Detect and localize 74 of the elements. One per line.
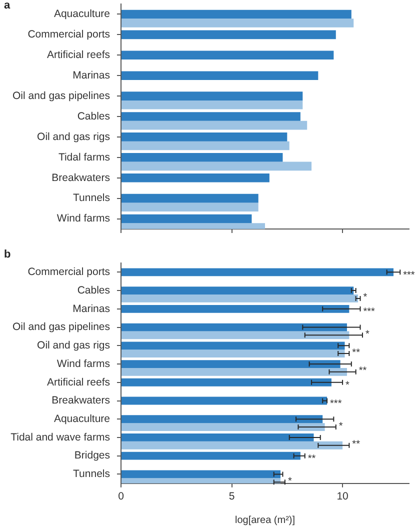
bar: [122, 120, 308, 130]
bar: [122, 100, 303, 110]
annotation: ***: [330, 398, 342, 410]
y-tick-label: Marinas: [72, 302, 110, 315]
y-tick-label: Artificial reefs: [46, 49, 110, 62]
bar: [122, 378, 332, 386]
y-tick-label: Oil and gas pipelines: [12, 321, 110, 334]
bar: [122, 141, 290, 150]
bar: [122, 10, 352, 19]
bar: [122, 304, 350, 313]
y-tick-label: Wind farms: [56, 358, 110, 370]
bar: [122, 153, 283, 162]
bar: [122, 71, 318, 80]
bar: [122, 173, 270, 182]
y-tick-label: Tunnels: [73, 192, 110, 204]
bar: [122, 50, 334, 60]
text: a: [4, 0, 11, 12]
annotation: *: [365, 328, 370, 340]
bar: [122, 423, 325, 431]
y-tick-label: Artificial reefs: [46, 376, 110, 388]
annotation: *: [346, 380, 350, 392]
bar: [122, 360, 340, 368]
bar: [122, 323, 347, 332]
annotation: ***: [403, 270, 415, 281]
bar: [122, 162, 312, 171]
bar: [122, 350, 345, 358]
y-tick-label: Wind farms: [56, 212, 110, 225]
y-tick-label: Aquaculture: [54, 413, 110, 426]
text: b: [4, 248, 11, 261]
annotation: **: [308, 454, 316, 465]
y-tick-label: Breakwaters: [52, 172, 110, 184]
y-tick-label: Cables: [77, 284, 110, 296]
y-tick-label: Tidal farms: [58, 151, 110, 164]
bar: [122, 92, 303, 100]
annotation: **: [358, 366, 367, 377]
y-tick-label: Tunnels: [73, 468, 110, 480]
annotation: ***: [363, 306, 376, 318]
annotation: *: [338, 420, 343, 432]
x-tick-label: 0: [118, 490, 124, 503]
x-tick-label: 5: [228, 490, 235, 503]
y-tick-label: Oil and gas rigs: [37, 130, 110, 143]
y-tick-label: Commercial ports: [28, 266, 110, 278]
bar: [122, 18, 354, 28]
bar: [122, 294, 358, 302]
annotation: **: [352, 439, 360, 450]
y-tick-label: Marinas: [72, 69, 110, 82]
bar: [122, 268, 394, 276]
bar: [122, 342, 345, 350]
annotation: *: [288, 476, 292, 487]
bar: [122, 396, 328, 405]
annotation: *: [363, 292, 368, 304]
bar: [122, 112, 300, 121]
bar: [122, 441, 343, 450]
y-tick-label: Breakwaters: [52, 394, 110, 407]
y-tick-label: Bridges: [74, 450, 110, 462]
bar: [122, 132, 288, 142]
y-tick-label: Oil and gas pipelines: [12, 90, 110, 102]
bar: [122, 452, 300, 460]
y-tick-label: Oil and gas rigs: [37, 340, 110, 352]
x-tick-label: 10: [336, 490, 349, 503]
x-axis-title: log[area (m²)]: [234, 514, 296, 526]
bar: [122, 30, 336, 40]
y-tick-label: Cables: [77, 110, 110, 122]
annotation: **: [352, 347, 360, 358]
bar: [122, 434, 314, 442]
y-tick-label: Commercial ports: [28, 28, 110, 41]
bar: [122, 331, 350, 340]
y-tick-label: Aquaculture: [54, 8, 110, 20]
bar: [122, 415, 323, 424]
y-tick-label: Tidal and wave farms: [10, 431, 110, 444]
bar: [122, 286, 354, 294]
bar: [122, 194, 258, 203]
bar: [122, 368, 347, 376]
bar: [122, 202, 258, 212]
